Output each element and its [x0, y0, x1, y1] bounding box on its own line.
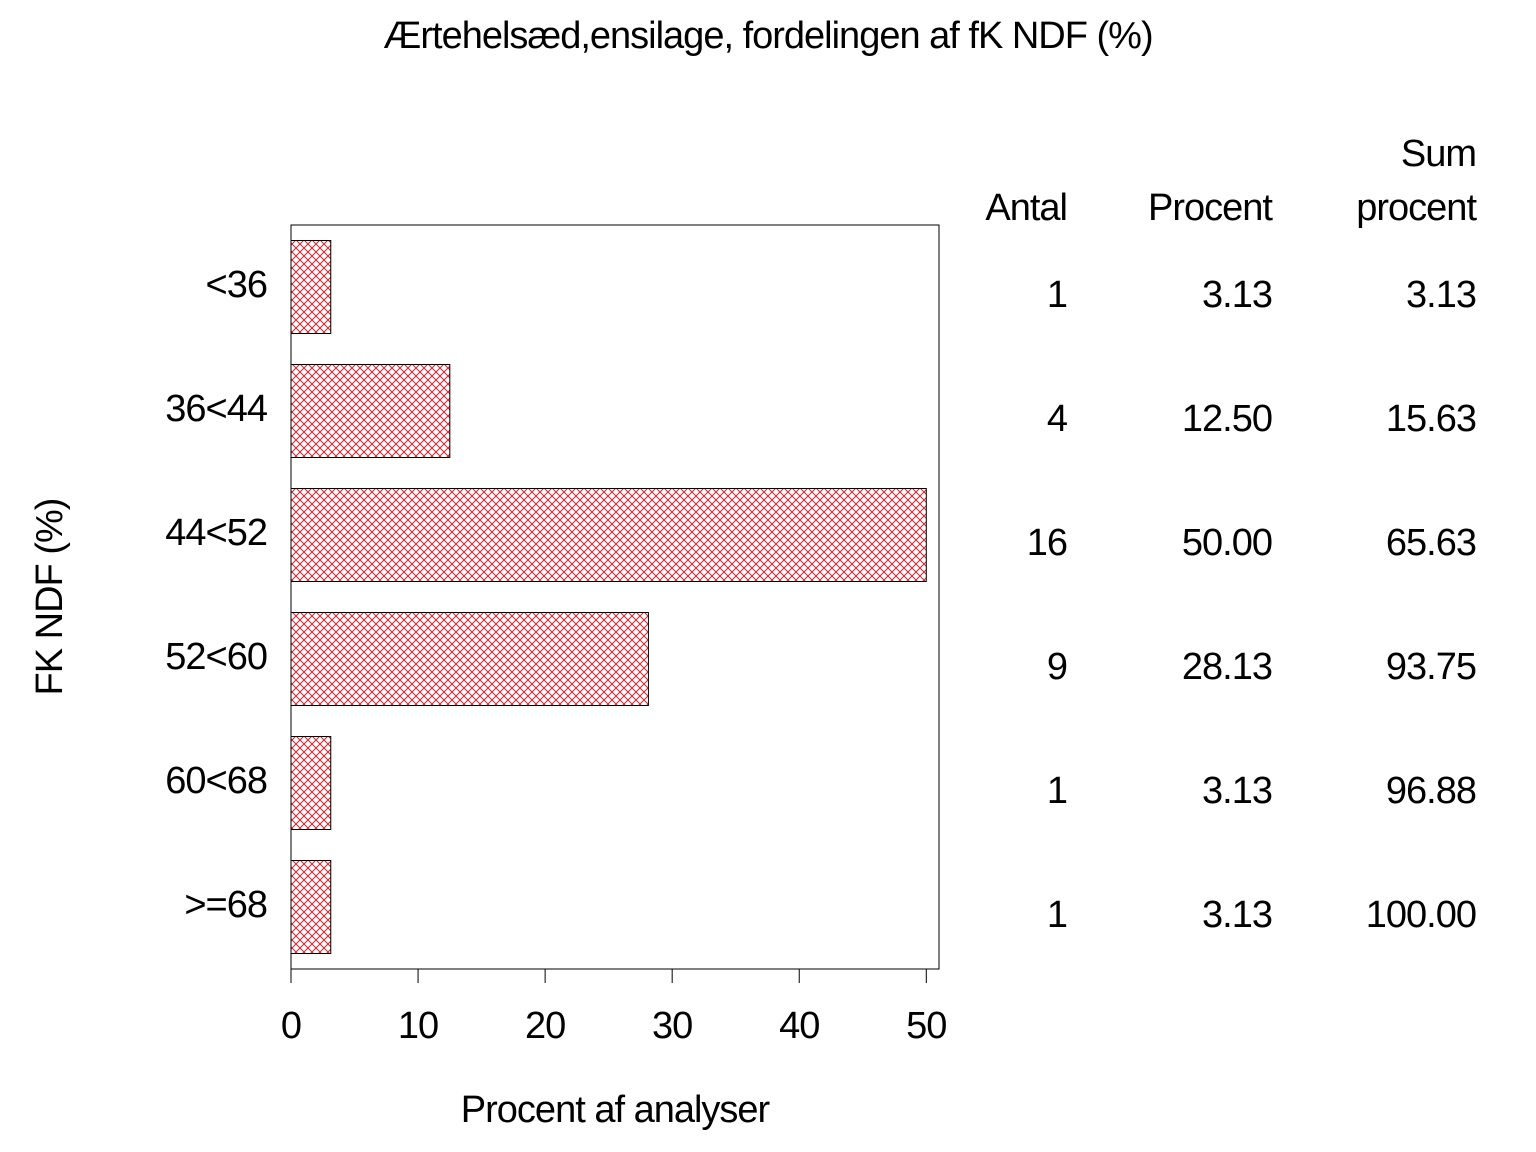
table-header: Procent: [1148, 187, 1273, 229]
y-tick-label: 44<52: [165, 512, 267, 554]
y-tick-label: 52<60: [165, 636, 267, 678]
table-header: Antal: [985, 187, 1067, 229]
bar: [290, 488, 927, 582]
x-tick-label: 0: [281, 1005, 301, 1047]
plot-frame: [290, 224, 940, 970]
y-axis-label: FK NDF (%): [29, 499, 71, 696]
bar: [290, 860, 332, 954]
table-header: procent: [1356, 187, 1477, 229]
table-header: Sum: [1401, 133, 1476, 175]
table-count: 16: [1027, 522, 1067, 564]
y-tick-label: >=68: [184, 884, 267, 926]
value-label: 50.00: [1182, 522, 1272, 564]
table-cumulative: 100.00: [1366, 894, 1476, 936]
y-tick-label: 60<68: [165, 760, 267, 802]
value-label: 3.13: [1202, 274, 1272, 316]
table-count: 4: [1047, 398, 1068, 440]
table-count: 9: [1047, 646, 1067, 688]
bar: [290, 612, 649, 706]
value-label: 3.13: [1202, 894, 1272, 936]
x-tick-label: 40: [779, 1005, 819, 1047]
x-tick-label: 20: [525, 1005, 565, 1047]
table-cumulative: 93.75: [1386, 646, 1476, 688]
bar: [290, 736, 332, 830]
y-tick-label: 36<44: [165, 388, 268, 430]
table-count: 1: [1047, 894, 1067, 936]
value-label: 12.50: [1182, 398, 1272, 440]
value-label: 3.13: [1202, 770, 1272, 812]
table-count: 1: [1047, 274, 1067, 316]
x-axis-label: Procent af analyser: [461, 1089, 771, 1131]
x-tick-label: 50: [906, 1005, 946, 1047]
bar: [290, 240, 332, 334]
chart-title: Ærtehelsæd,ensilage, fordelingen af fK N…: [383, 15, 1152, 57]
y-tick-label: <36: [206, 264, 267, 306]
table-cumulative: 15.63: [1386, 398, 1476, 440]
table-cumulative: 65.63: [1386, 522, 1476, 564]
bar: [290, 364, 451, 458]
table-cumulative: 3.13: [1406, 274, 1476, 316]
table-cumulative: 96.88: [1386, 770, 1476, 812]
x-tick-label: 10: [398, 1005, 438, 1047]
value-label: 28.13: [1182, 646, 1272, 688]
table-count: 1: [1047, 770, 1067, 812]
x-tick-label: 30: [652, 1005, 692, 1047]
